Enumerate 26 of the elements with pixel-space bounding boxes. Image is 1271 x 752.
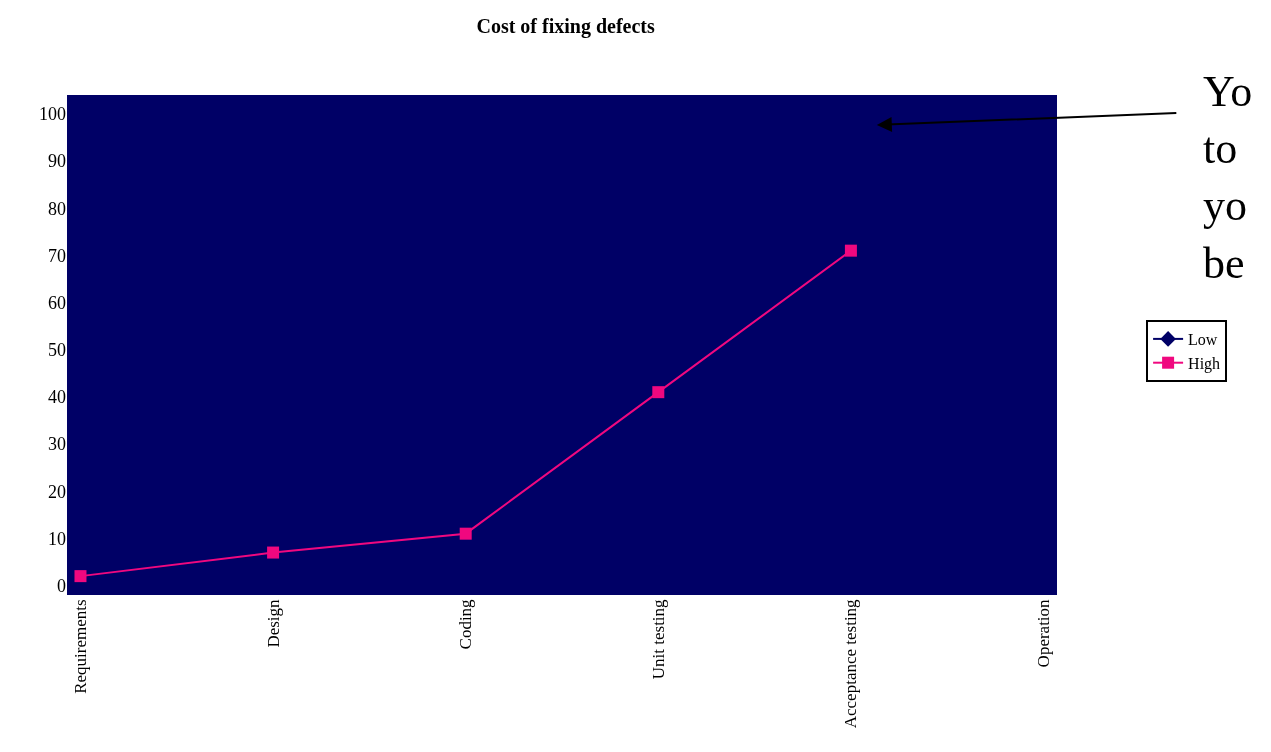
legend-label: Low <box>1188 331 1218 349</box>
chart-title: Cost of fixing defects <box>476 14 655 38</box>
point <box>459 527 472 540</box>
y-tick-label: 60 <box>48 292 66 313</box>
point <box>267 546 280 559</box>
y-tick-label: 40 <box>48 387 66 408</box>
x-tick-label: Coding <box>456 598 476 650</box>
x-tick-label: Acceptance testing <box>841 598 861 729</box>
x-tick-label: Unit testing <box>648 598 668 680</box>
y-tick-label: 90 <box>48 151 66 172</box>
y-tick-label: 30 <box>48 434 66 455</box>
x-tick-label: Requirements <box>71 599 91 694</box>
x-tick-label: Design <box>263 598 283 648</box>
point <box>652 386 665 399</box>
y-tick-label: 20 <box>48 481 66 502</box>
y-tick-label: 70 <box>48 245 66 266</box>
point <box>844 244 857 257</box>
y-tick-label: 0 <box>57 575 66 596</box>
y-tick-label: 10 <box>48 528 66 549</box>
y-tick-label: 50 <box>48 340 66 361</box>
point <box>74 570 87 583</box>
text: Yo to yo be <box>1203 67 1253 288</box>
y-tick-label: 80 <box>48 198 66 219</box>
x-tick-label: Operation <box>1034 598 1054 668</box>
legend-label: High <box>1188 354 1221 373</box>
y-tick-label: 100 <box>39 104 66 125</box>
